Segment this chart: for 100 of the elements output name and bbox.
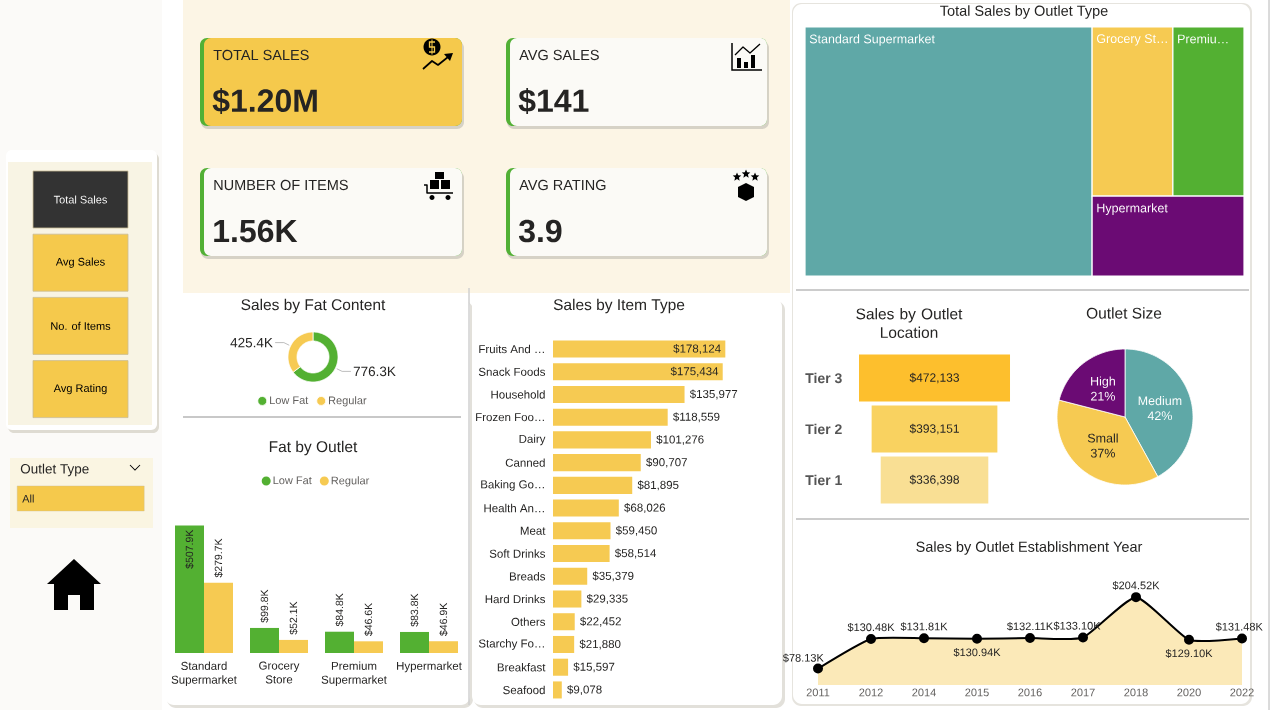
- text: TOTAL SALES: [213, 49, 309, 61]
- data-label: $393,151: [909, 423, 959, 435]
- x-tick-label: Premium Supermarket: [321, 661, 387, 687]
- category-label: Tier 1: [805, 474, 842, 486]
- data-label: $58,514: [614, 548, 657, 559]
- text: No. of Items: [51, 321, 111, 330]
- x-tick-label: 2011: [806, 688, 830, 697]
- data-label: $130.94K: [953, 647, 1001, 657]
- data-label: $9,078: [567, 684, 602, 695]
- data-label: $178,124: [673, 343, 721, 354]
- x-tick-label: Hypermarket: [397, 661, 462, 673]
- bar: [553, 590, 582, 608]
- data-label: $29,335: [586, 594, 628, 605]
- data-label: $81,895: [637, 480, 679, 491]
- text: Total Sales: [53, 195, 107, 204]
- data-label: $118,559: [673, 412, 720, 423]
- bar: [354, 641, 383, 653]
- legend-label: Regular: [329, 396, 367, 407]
- data-label: $131.81K: [900, 622, 948, 632]
- data-label: $90,707: [646, 457, 687, 468]
- data-label: $472,133: [909, 372, 959, 384]
- bar: [325, 631, 354, 653]
- data-label: $204.52K: [1112, 581, 1160, 590]
- legend-label: Regular: [331, 476, 370, 487]
- text: Outlet Type: [20, 463, 89, 477]
- data-label: $135,977: [689, 389, 738, 400]
- bar: [553, 681, 562, 699]
- x-tick-label: 2017: [1071, 688, 1095, 697]
- data-label: $83.8K: [410, 593, 419, 627]
- data-label: $131.48K: [1215, 622, 1263, 632]
- bar: [400, 631, 429, 653]
- y-tick-label: Frozen Foo…: [476, 413, 544, 422]
- text: 3.9: [518, 219, 562, 243]
- data-label: $22,452: [580, 616, 621, 627]
- data-label: 425.4K: [230, 337, 273, 348]
- slice-label: Medium: [1138, 395, 1182, 406]
- bar: [553, 658, 569, 676]
- data-label: $46.9K: [439, 602, 448, 636]
- legend-label: Low Fat: [273, 476, 312, 485]
- data-label: $129.10K: [1165, 648, 1213, 658]
- slice-label: High: [1091, 376, 1115, 389]
- category-label: Tier 2: [805, 423, 842, 435]
- category-label: Premiu…: [1178, 34, 1228, 44]
- data-label: $279.7K: [214, 538, 223, 578]
- text: $141: [518, 87, 589, 115]
- bar: [553, 613, 575, 631]
- data-label: $59,450: [615, 525, 657, 536]
- bar: [553, 635, 575, 653]
- text: 1.56K: [214, 219, 298, 243]
- x-tick-label: Standard Supermarket: [171, 661, 237, 687]
- bar: [553, 522, 611, 540]
- data-label: 21%: [1091, 391, 1115, 401]
- data-label: $21,880: [579, 639, 621, 650]
- data-label: $336,398: [909, 474, 959, 486]
- y-tick-label: Meat: [520, 526, 546, 535]
- data-label: 37%: [1090, 448, 1115, 458]
- x-tick-label: 2016: [1018, 688, 1042, 697]
- y-tick-label: Household: [491, 390, 545, 399]
- data-label: 776.3K: [353, 366, 396, 377]
- y-tick-label: Health An…: [484, 503, 544, 513]
- chart-title: Sales by Outlet Establishment Year: [916, 541, 1143, 555]
- data-label: $15,597: [573, 662, 615, 673]
- data-label: $507.9K: [185, 529, 194, 569]
- y-tick-label: Seafood: [503, 685, 545, 695]
- x-tick-label: 2015: [965, 688, 989, 697]
- text: Avg Rating: [53, 383, 107, 395]
- bar: [553, 454, 641, 472]
- data-label: $132.11K: [1006, 621, 1054, 631]
- category-label: Tier 3: [805, 372, 842, 384]
- bar: [175, 525, 204, 653]
- y-tick-label: Others: [511, 617, 546, 626]
- bar: [204, 582, 233, 653]
- data-label: $84.8K: [335, 593, 344, 627]
- chart-title: Sales by Fat Content: [241, 298, 386, 314]
- legend-label: Low Fat: [270, 396, 309, 405]
- text: $1.20M: [212, 87, 317, 115]
- y-tick-label: Dairy: [519, 434, 546, 446]
- bar: [553, 363, 723, 381]
- data-label: $35,379: [592, 571, 634, 582]
- y-tick-label: Fruits And …: [479, 344, 544, 354]
- y-tick-label: Breads: [509, 572, 546, 581]
- data-label: $52.1K: [289, 601, 298, 635]
- x-tick-label: 2022: [1230, 688, 1254, 697]
- bar: [553, 499, 619, 517]
- text: AVG SALES: [519, 49, 599, 61]
- slice-label: Small: [1087, 433, 1118, 443]
- data-label: $175,434: [670, 366, 719, 377]
- text: Avg Sales: [55, 257, 105, 268]
- bar: [553, 431, 651, 449]
- data-label: $78.13K: [782, 653, 824, 663]
- bar: [279, 639, 308, 653]
- category-label: Hypermarket: [1097, 203, 1168, 215]
- y-tick-label: Breakfast: [497, 662, 546, 672]
- y-tick-label: Hard Drinks: [485, 594, 546, 604]
- chart-title: Outlet Size: [1086, 307, 1162, 319]
- text: NUMBER OF ITEMS: [214, 179, 348, 191]
- data-label: $46.6K: [364, 602, 373, 636]
- category-label: Standard Supermarket: [809, 34, 935, 46]
- bar: [553, 385, 685, 403]
- bar: [553, 476, 633, 494]
